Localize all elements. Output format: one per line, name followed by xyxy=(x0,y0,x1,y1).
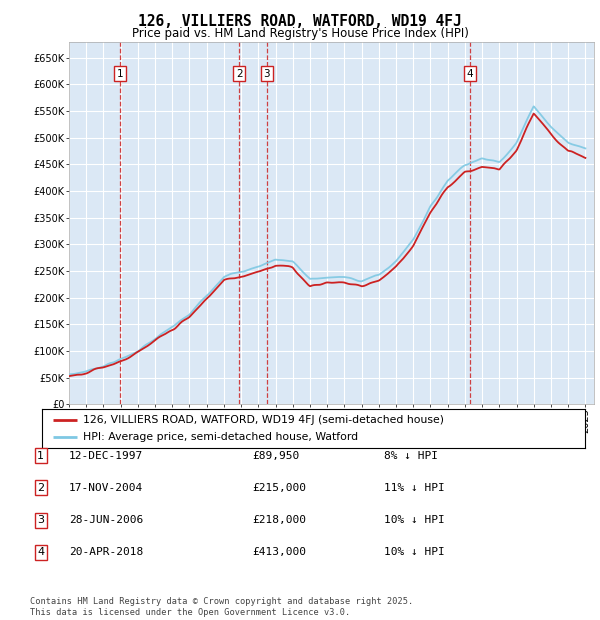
Text: 8% ↓ HPI: 8% ↓ HPI xyxy=(384,451,438,461)
Text: 1: 1 xyxy=(37,451,44,461)
Text: HPI: Average price, semi-detached house, Watford: HPI: Average price, semi-detached house,… xyxy=(83,432,358,442)
Text: 2: 2 xyxy=(236,69,242,79)
Text: 126, VILLIERS ROAD, WATFORD, WD19 4FJ: 126, VILLIERS ROAD, WATFORD, WD19 4FJ xyxy=(138,14,462,29)
Text: Contains HM Land Registry data © Crown copyright and database right 2025.
This d: Contains HM Land Registry data © Crown c… xyxy=(30,598,413,617)
Text: £89,950: £89,950 xyxy=(252,451,299,461)
Text: 10% ↓ HPI: 10% ↓ HPI xyxy=(384,547,445,557)
Text: £218,000: £218,000 xyxy=(252,515,306,525)
Text: 10% ↓ HPI: 10% ↓ HPI xyxy=(384,515,445,525)
Text: £215,000: £215,000 xyxy=(252,483,306,493)
Text: 4: 4 xyxy=(37,547,44,557)
Text: 3: 3 xyxy=(263,69,270,79)
Text: Price paid vs. HM Land Registry's House Price Index (HPI): Price paid vs. HM Land Registry's House … xyxy=(131,27,469,40)
Text: 28-JUN-2006: 28-JUN-2006 xyxy=(69,515,143,525)
Text: 2: 2 xyxy=(37,483,44,493)
Text: 1: 1 xyxy=(116,69,123,79)
Text: £413,000: £413,000 xyxy=(252,547,306,557)
Text: 17-NOV-2004: 17-NOV-2004 xyxy=(69,483,143,493)
Text: 11% ↓ HPI: 11% ↓ HPI xyxy=(384,483,445,493)
Text: 20-APR-2018: 20-APR-2018 xyxy=(69,547,143,557)
Text: 3: 3 xyxy=(37,515,44,525)
Text: 12-DEC-1997: 12-DEC-1997 xyxy=(69,451,143,461)
Text: 126, VILLIERS ROAD, WATFORD, WD19 4FJ (semi-detached house): 126, VILLIERS ROAD, WATFORD, WD19 4FJ (s… xyxy=(83,415,444,425)
Text: 4: 4 xyxy=(467,69,473,79)
